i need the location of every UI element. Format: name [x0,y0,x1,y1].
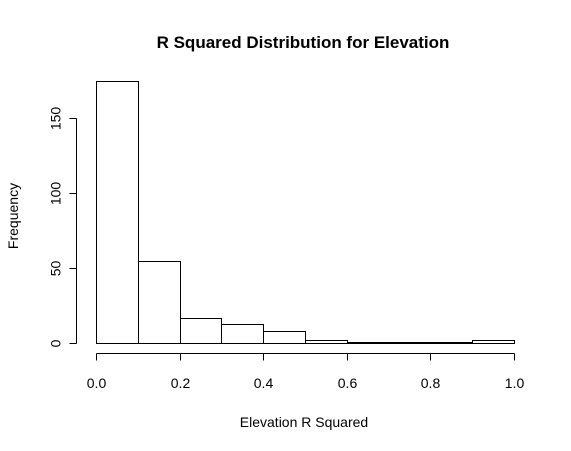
chart-title: R Squared Distribution for Elevation [157,33,450,52]
histogram-bar-8 [430,342,473,344]
histogram-bar-9 [472,340,515,344]
histogram-bar-1 [138,261,181,344]
histogram-bar-7 [389,342,431,344]
y-axis: 0 50 100 150 [48,107,77,347]
y-tick-label-3: 150 [48,107,64,131]
x-tick-label-0: 0.0 [87,375,107,391]
x-tick-label-4: 0.8 [421,375,441,391]
histogram-bar-6 [347,342,390,344]
y-axis-label: Frequency [5,183,21,249]
y-tick-label-1: 50 [48,261,64,277]
x-tick-label-3: 0.6 [338,375,358,391]
histogram-bar-3 [221,324,264,344]
histogram-bar-2 [180,318,222,344]
x-axis-label: Elevation R Squared [240,414,368,430]
bars-group [96,81,515,344]
y-tick-label-0: 0 [48,339,64,347]
histogram-bar-4 [263,331,306,344]
histogram-bar-0 [96,81,139,344]
x-tick-label-5: 1.0 [505,375,525,391]
x-axis: 0.0 0.2 0.4 0.6 0.8 1.0 [87,353,525,391]
x-tick-label-1: 0.2 [171,375,191,391]
y-tick-label-2: 100 [48,182,64,206]
histogram-bar-5 [305,340,348,344]
x-tick-label-2: 0.4 [254,375,274,391]
